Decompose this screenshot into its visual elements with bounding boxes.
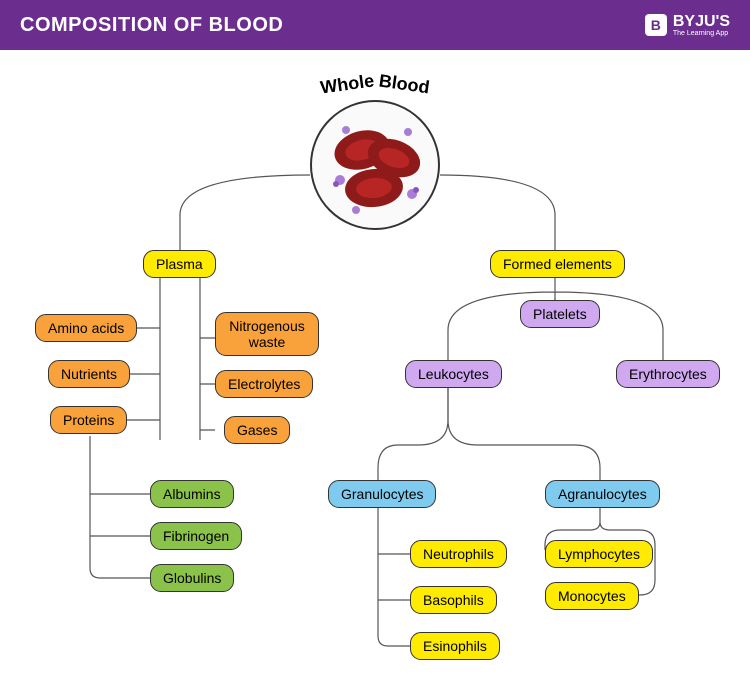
node-amino-acids: Amino acids bbox=[35, 314, 137, 342]
node-electrolytes: Electrolytes bbox=[215, 370, 313, 398]
blood-cells-icon bbox=[310, 100, 440, 230]
node-lymphocytes: Lymphocytes bbox=[545, 540, 653, 568]
node-agranulocytes: Agranulocytes bbox=[545, 480, 660, 508]
logo-text: BYJU'S bbox=[673, 14, 730, 30]
node-albumins: Albumins bbox=[150, 480, 234, 508]
node-proteins: Proteins bbox=[50, 406, 127, 434]
root-label-right: Blood bbox=[378, 71, 431, 99]
node-platelets: Platelets bbox=[520, 300, 600, 328]
node-neutrophils: Neutrophils bbox=[410, 540, 507, 568]
node-gases: Gases bbox=[224, 416, 290, 444]
node-basophils: Basophils bbox=[410, 586, 497, 614]
node-granulocytes: Granulocytes bbox=[328, 480, 436, 508]
root-label-left: Whole bbox=[319, 70, 375, 98]
diagram-canvas: Whole Blood Plasma Formed elements Amino… bbox=[0, 50, 750, 684]
header: COMPOSITION OF BLOOD B BYJU'S The Learni… bbox=[0, 0, 750, 50]
node-monocytes: Monocytes bbox=[545, 582, 639, 610]
node-erythrocytes: Erythrocytes bbox=[616, 360, 720, 388]
node-formed-elements: Formed elements bbox=[490, 250, 625, 278]
node-nitrogenous-waste: Nitrogenous waste bbox=[215, 312, 319, 356]
root-label: Whole Blood bbox=[310, 72, 440, 93]
node-fibrinogen: Fibrinogen bbox=[150, 522, 242, 550]
node-plasma: Plasma bbox=[143, 250, 216, 278]
page-title: COMPOSITION OF BLOOD bbox=[20, 14, 283, 37]
node-globulins: Globulins bbox=[150, 564, 234, 592]
logo: B BYJU'S The Learning App bbox=[645, 14, 730, 37]
logo-badge-icon: B bbox=[645, 14, 667, 36]
node-nutrients: Nutrients bbox=[48, 360, 130, 388]
node-leukocytes: Leukocytes bbox=[405, 360, 502, 388]
logo-text-wrap: BYJU'S The Learning App bbox=[673, 14, 730, 37]
node-esinophils: Esinophils bbox=[410, 632, 500, 660]
logo-subtitle: The Learning App bbox=[673, 30, 730, 37]
